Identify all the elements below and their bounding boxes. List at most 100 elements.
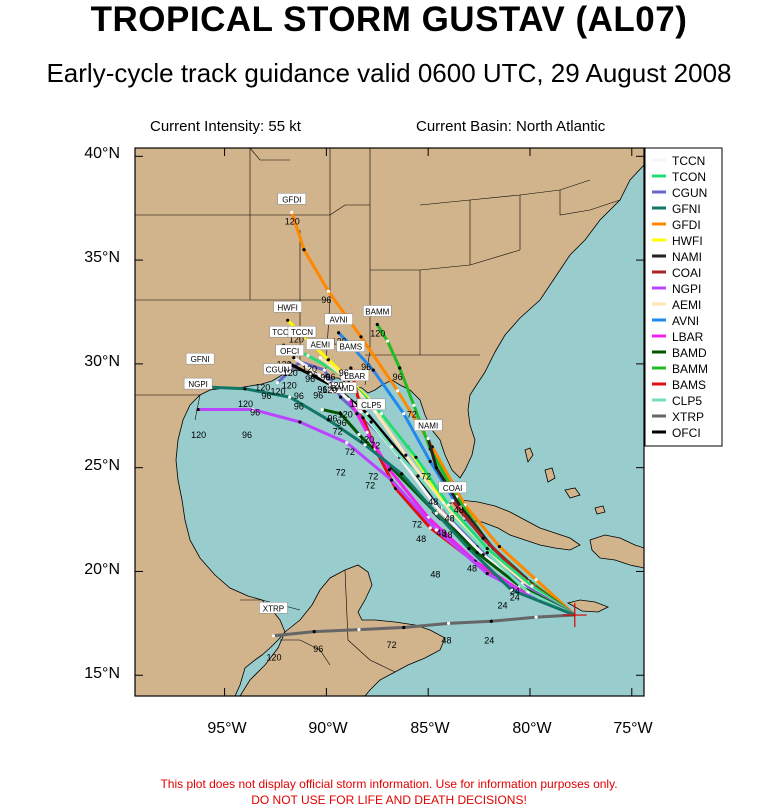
legend-label-nami: NAMI bbox=[672, 250, 702, 264]
lat-label-40: 40°N bbox=[84, 145, 120, 162]
track-tag: CGUN bbox=[266, 366, 290, 375]
disclaimer-line-2: DO NOT USE FOR LIFE AND DEATH DECISIONS! bbox=[251, 793, 527, 807]
track-point bbox=[467, 547, 471, 551]
track-point bbox=[286, 318, 290, 322]
track-point bbox=[359, 335, 363, 339]
track-tag-box bbox=[413, 419, 443, 431]
lon-label-90: 90°W bbox=[308, 720, 348, 737]
track-hour-label: 96 bbox=[294, 401, 304, 411]
track-hour-label: 72 bbox=[336, 468, 346, 478]
track-hour-label: 120 bbox=[329, 381, 344, 391]
track-hour-label: 120 bbox=[191, 430, 206, 440]
track-hour-label: 96 bbox=[313, 644, 323, 654]
track-gfni bbox=[200, 385, 576, 617]
track-hour-label: 48 bbox=[416, 534, 426, 544]
track-bamd bbox=[321, 408, 576, 617]
track-point bbox=[251, 407, 255, 412]
track-hour-label: 120 bbox=[359, 435, 374, 445]
map-frame bbox=[134, 147, 645, 697]
track-tag-box bbox=[438, 481, 467, 494]
track-point bbox=[288, 395, 292, 399]
land-jamaica bbox=[566, 599, 609, 613]
track-tag: NAMI bbox=[418, 422, 438, 431]
track-point bbox=[359, 410, 363, 414]
track-point bbox=[436, 507, 440, 511]
track-tag: AEMI bbox=[310, 341, 330, 350]
track-hour-label: 48 bbox=[443, 530, 453, 540]
track-hour-label: 24 bbox=[510, 586, 520, 596]
track-hour-label: 48 bbox=[454, 505, 464, 515]
track-point bbox=[318, 356, 322, 360]
track-tag-box bbox=[324, 313, 353, 325]
track-hour-label: 96 bbox=[242, 430, 252, 440]
track-point bbox=[357, 432, 361, 437]
track-hour-label: 120 bbox=[255, 383, 270, 393]
track-tag: LBAR bbox=[344, 372, 365, 381]
track-tag-box bbox=[259, 602, 288, 614]
track-point bbox=[389, 478, 394, 482]
track-tag-box bbox=[287, 325, 317, 338]
track-point bbox=[414, 455, 418, 459]
track-tag: BAMD bbox=[331, 384, 354, 393]
land-bahamas bbox=[524, 447, 606, 515]
current-basin: Current Basin: North Atlantic bbox=[416, 118, 606, 135]
track-point bbox=[428, 459, 432, 464]
lat-label-25: 25°N bbox=[84, 457, 120, 474]
track-tag: TCCN bbox=[291, 328, 313, 337]
disclaimer-line-1: This plot does not display official stor… bbox=[160, 777, 618, 791]
storm-position-marker bbox=[562, 603, 587, 628]
track-point bbox=[275, 380, 280, 385]
track-hour-label: 48 bbox=[428, 497, 438, 507]
track-hour-label: 96 bbox=[325, 372, 335, 382]
legend-label-ngpi: NGPI bbox=[672, 282, 701, 296]
track-point bbox=[485, 571, 489, 576]
track-tag: HWFI bbox=[277, 303, 297, 312]
track-point bbox=[196, 407, 200, 412]
track-tag-box bbox=[275, 344, 304, 357]
track-point bbox=[434, 511, 438, 515]
track-point bbox=[355, 412, 359, 416]
track-point bbox=[412, 403, 416, 407]
track-hour-label: 120 bbox=[289, 335, 304, 345]
axis-ticks bbox=[135, 148, 644, 696]
track-hour-label: 24 bbox=[510, 592, 520, 602]
track-hour-label: 72 bbox=[333, 426, 343, 436]
track-hour-label: 96 bbox=[305, 374, 315, 384]
track-point bbox=[304, 364, 308, 368]
track-point bbox=[451, 499, 455, 503]
track-point bbox=[302, 248, 306, 252]
legend-label-lbar: LBAR bbox=[672, 330, 704, 344]
legend-label-gfdi: GFDI bbox=[672, 218, 701, 232]
legend-label-bams: BAMS bbox=[672, 378, 706, 392]
track-point bbox=[497, 544, 502, 549]
legend-label-tccn: TCCN bbox=[672, 154, 705, 168]
track-hour-label: 96 bbox=[313, 391, 323, 401]
track-tag: GFNI bbox=[191, 355, 210, 364]
track-point bbox=[416, 474, 420, 478]
track-hour-label: 96 bbox=[317, 384, 327, 394]
legend-label-tcon: TCON bbox=[672, 170, 706, 184]
track-tag: BAMM bbox=[365, 307, 389, 316]
track-point bbox=[322, 368, 326, 372]
track-hour-label: 120 bbox=[271, 387, 286, 397]
track-point bbox=[306, 353, 310, 358]
track-tag-box bbox=[340, 369, 370, 382]
legend-label-coai: COAI bbox=[672, 266, 701, 280]
track-hour-label: 72 bbox=[368, 472, 378, 482]
lat-label-35: 35°N bbox=[84, 249, 120, 266]
track-point bbox=[481, 536, 485, 540]
lon-label-85: 85°W bbox=[410, 720, 450, 737]
track-point bbox=[337, 331, 341, 335]
legend-label-avni: AVNI bbox=[672, 314, 699, 328]
track-point bbox=[363, 443, 367, 447]
track-point bbox=[446, 503, 451, 507]
track-tag: CLP5 bbox=[361, 401, 382, 410]
track-hour-label: 72 bbox=[345, 447, 355, 457]
legend-label-ofci: OFCI bbox=[672, 426, 701, 440]
track-point bbox=[400, 472, 404, 476]
track-hour-label: 48 bbox=[442, 636, 452, 646]
track-point bbox=[379, 412, 383, 416]
track-tag-box bbox=[185, 352, 215, 365]
track-tag-box bbox=[277, 193, 307, 205]
track-point bbox=[534, 578, 538, 582]
